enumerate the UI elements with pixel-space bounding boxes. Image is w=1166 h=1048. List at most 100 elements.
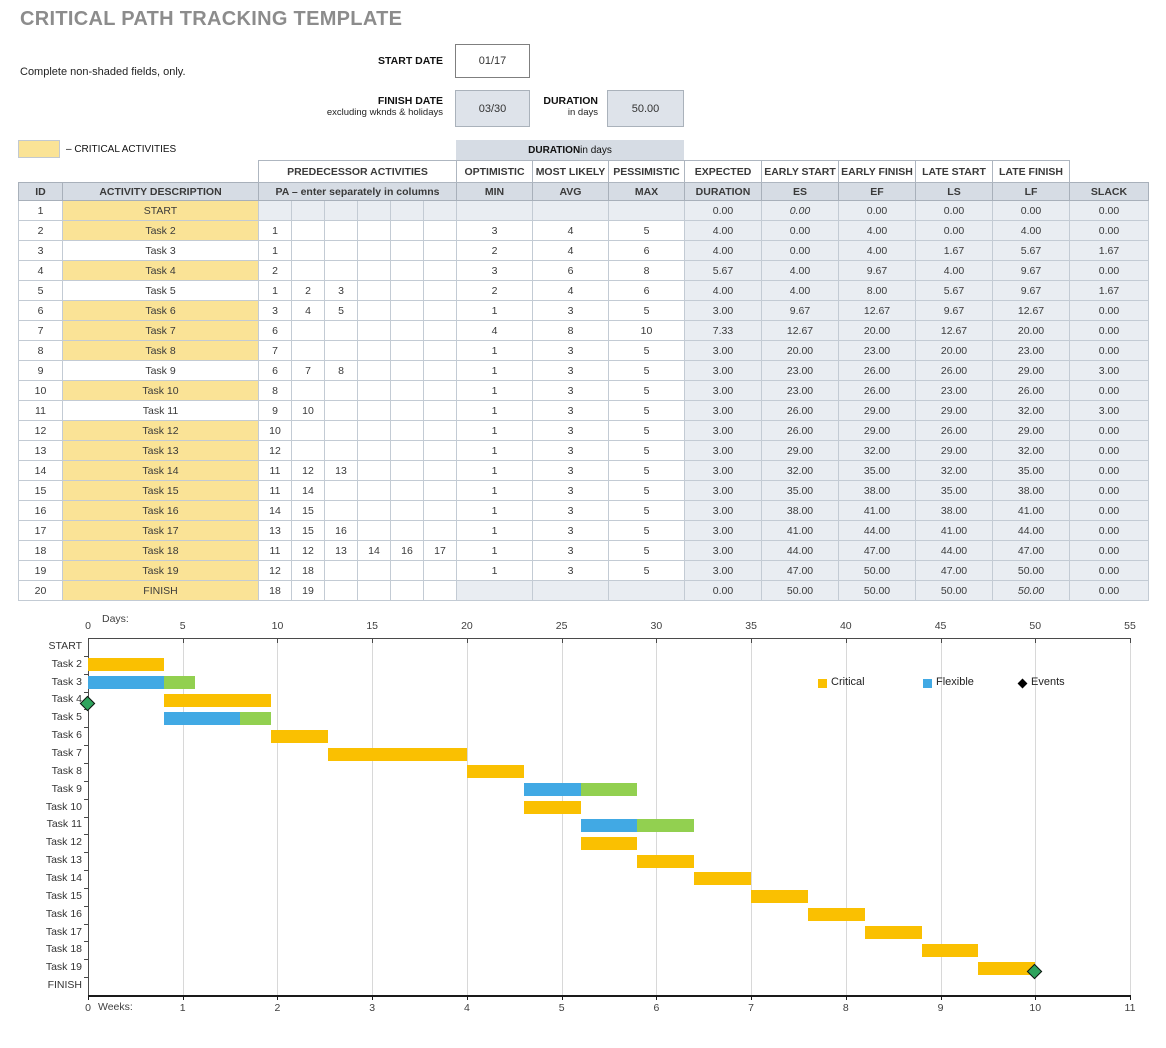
pa-cell-3[interactable] [324,340,358,361]
avg-cell[interactable]: 8 [532,320,609,341]
avg-cell[interactable]: 3 [532,380,609,401]
pa-cell-4[interactable] [357,520,391,541]
pa-cell-4[interactable]: 14 [357,540,391,561]
avg-cell[interactable]: 3 [532,520,609,541]
min-cell[interactable]: 1 [456,400,533,421]
start-date-input[interactable]: 01/17 [455,44,530,78]
pa-cell-1[interactable]: 12 [258,560,292,581]
pa-cell-1[interactable]: 2 [258,260,292,281]
activity-cell[interactable]: Task 6 [62,300,259,321]
min-cell[interactable]: 3 [456,220,533,241]
pa-cell-6[interactable] [423,580,457,601]
pa-cell-6[interactable] [423,240,457,261]
max-cell[interactable]: 5 [608,380,685,401]
pa-cell-5[interactable] [390,480,424,501]
max-cell[interactable]: 5 [608,420,685,441]
pa-cell-4[interactable] [357,300,391,321]
min-cell[interactable]: 1 [456,540,533,561]
pa-cell-2[interactable]: 12 [291,460,325,481]
avg-cell[interactable]: 4 [532,220,609,241]
avg-cell[interactable]: 4 [532,240,609,261]
pa-cell-6[interactable] [423,260,457,281]
pa-cell-1[interactable]: 11 [258,540,292,561]
max-cell[interactable]: 5 [608,220,685,241]
pa-cell-1[interactable]: 10 [258,420,292,441]
pa-cell-4[interactable] [357,480,391,501]
pa-cell-2[interactable]: 7 [291,360,325,381]
pa-cell-1[interactable]: 6 [258,320,292,341]
pa-cell-2[interactable]: 4 [291,300,325,321]
max-cell[interactable]: 5 [608,480,685,501]
pa-cell-4[interactable] [357,380,391,401]
activity-cell[interactable]: Task 17 [62,520,259,541]
pa-cell-5[interactable] [390,420,424,441]
pa-cell-3[interactable] [324,380,358,401]
avg-cell[interactable]: 3 [532,480,609,501]
pa-cell-2[interactable] [291,220,325,241]
activity-cell[interactable]: Task 8 [62,340,259,361]
pa-cell-4[interactable] [357,320,391,341]
pa-cell-2[interactable] [291,440,325,461]
avg-cell[interactable]: 3 [532,500,609,521]
activity-cell[interactable]: Task 5 [62,280,259,301]
activity-cell[interactable]: Task 2 [62,220,259,241]
pa-cell-3[interactable]: 13 [324,460,358,481]
avg-cell[interactable]: 3 [532,360,609,381]
pa-cell-6[interactable] [423,440,457,461]
pa-cell-1[interactable]: 14 [258,500,292,521]
pa-cell-3[interactable] [324,220,358,241]
pa-cell-6[interactable] [423,280,457,301]
pa-cell-4[interactable] [357,500,391,521]
min-cell[interactable]: 1 [456,440,533,461]
pa-cell-4[interactable] [357,440,391,461]
pa-cell-2[interactable]: 12 [291,540,325,561]
pa-cell-2[interactable]: 15 [291,520,325,541]
pa-cell-6[interactable] [423,500,457,521]
pa-cell-6[interactable] [423,480,457,501]
pa-cell-2[interactable] [291,420,325,441]
pa-cell-6[interactable] [423,340,457,361]
min-cell[interactable]: 1 [456,460,533,481]
pa-cell-5[interactable] [390,500,424,521]
pa-cell-5[interactable] [390,380,424,401]
pa-cell-4[interactable] [357,260,391,281]
max-cell[interactable]: 5 [608,560,685,581]
pa-cell-3[interactable]: 3 [324,280,358,301]
min-cell[interactable]: 1 [456,360,533,381]
avg-cell[interactable]: 3 [532,560,609,581]
pa-cell-2[interactable] [291,260,325,281]
min-cell[interactable]: 1 [456,500,533,521]
avg-cell[interactable]: 3 [532,540,609,561]
pa-cell-6[interactable] [423,460,457,481]
pa-cell-3[interactable] [324,440,358,461]
pa-cell-5[interactable] [390,340,424,361]
pa-cell-5[interactable] [390,320,424,341]
pa-cell-6[interactable] [423,300,457,321]
pa-cell-2[interactable]: 15 [291,500,325,521]
max-cell[interactable]: 5 [608,400,685,421]
pa-cell-2[interactable]: 10 [291,400,325,421]
max-cell[interactable]: 5 [608,440,685,461]
pa-cell-3[interactable] [324,400,358,421]
pa-cell-3[interactable] [324,500,358,521]
max-cell[interactable]: 5 [608,500,685,521]
min-cell[interactable]: 1 [456,560,533,581]
pa-cell-1[interactable]: 12 [258,440,292,461]
min-cell[interactable]: 1 [456,300,533,321]
pa-cell-1[interactable]: 1 [258,240,292,261]
pa-cell-5[interactable] [390,300,424,321]
pa-cell-2[interactable] [291,320,325,341]
pa-cell-5[interactable] [390,280,424,301]
pa-cell-1[interactable]: 11 [258,460,292,481]
activity-cell[interactable]: Task 9 [62,360,259,381]
pa-cell-3[interactable] [324,260,358,281]
pa-cell-1[interactable]: 3 [258,300,292,321]
max-cell[interactable]: 5 [608,540,685,561]
pa-cell-4[interactable] [357,240,391,261]
pa-cell-6[interactable] [423,360,457,381]
pa-cell-4[interactable] [357,280,391,301]
min-cell[interactable]: 1 [456,380,533,401]
pa-cell-6[interactable] [423,380,457,401]
pa-cell-6[interactable] [423,220,457,241]
activity-cell[interactable]: Task 19 [62,560,259,581]
